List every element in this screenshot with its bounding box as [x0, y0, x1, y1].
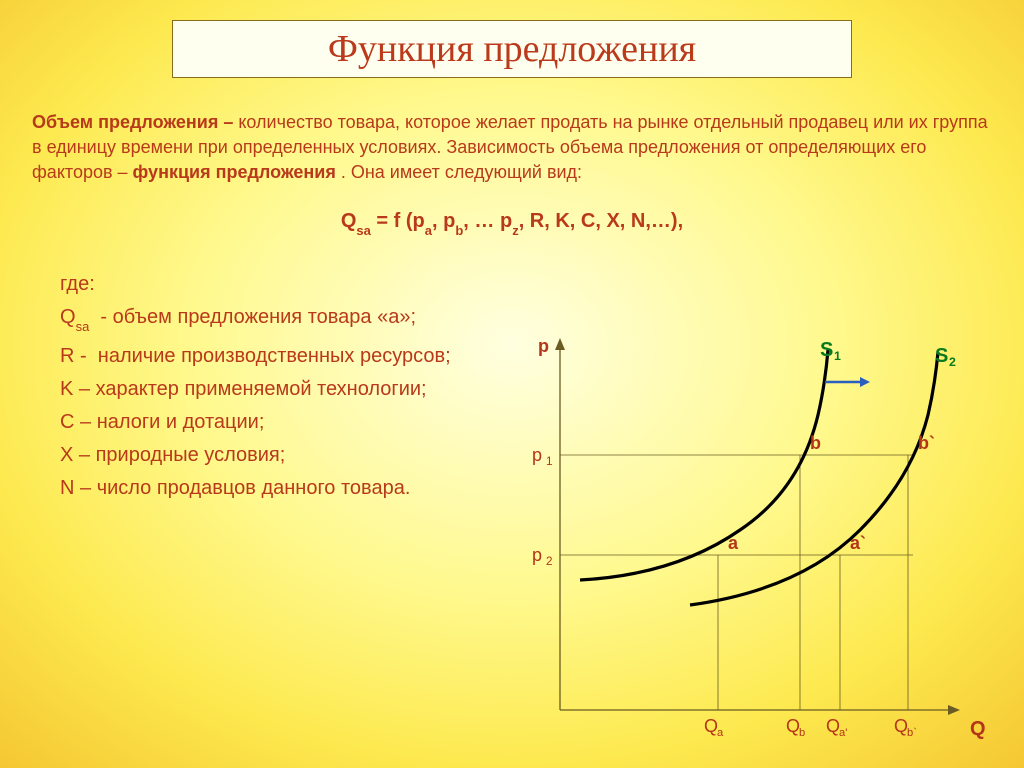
legend-block: где: Qsa - объем предложения товара «а»;…	[60, 268, 520, 505]
legend-item: C – налоги и дотации;	[60, 406, 520, 439]
term-supply-volume: Объем предложения –	[32, 112, 233, 132]
svg-text:1: 1	[834, 349, 841, 363]
intro-text-2: . Она имеет следующий вид:	[341, 162, 582, 182]
svg-text:S: S	[935, 345, 948, 367]
svg-text:2: 2	[546, 555, 553, 568]
svg-text:p: p	[538, 336, 549, 356]
svg-text:Q: Q	[894, 716, 908, 736]
page-title: Функция предложения	[328, 27, 696, 71]
svg-text:Q: Q	[704, 716, 718, 736]
title-box: Функция предложения	[172, 20, 852, 78]
svg-text:b: b	[799, 727, 805, 739]
svg-text:Q: Q	[786, 716, 800, 736]
legend-item: X – природные условия;	[60, 439, 520, 472]
legend-item: K – характер применяемой технологии;	[60, 373, 520, 406]
svg-text:a: a	[728, 533, 739, 553]
svg-text:Q: Q	[970, 718, 986, 740]
svg-text:Q: Q	[826, 716, 840, 736]
svg-text:p: p	[532, 445, 542, 465]
legend-where: где:	[60, 268, 520, 301]
term-supply-function: функция предложения	[133, 162, 336, 182]
svg-text:2: 2	[949, 355, 956, 369]
svg-text:p: p	[532, 545, 542, 565]
legend-item: Qsa - объем предложения товара «а»;	[60, 301, 520, 340]
svg-text:a`: a`	[850, 533, 866, 553]
formula: Qsa = f (pa, pb, … pz, R, K, C, X, N,…),	[0, 210, 1024, 235]
svg-text:b: b	[810, 433, 821, 453]
svg-text:a: a	[717, 727, 724, 739]
svg-text:1: 1	[546, 455, 553, 468]
svg-text:S: S	[820, 339, 833, 361]
svg-text:b`: b`	[918, 433, 935, 453]
svg-text:a': a'	[839, 727, 847, 739]
svg-text:b`: b`	[907, 727, 917, 739]
legend-item: N – число продавцов данного товара.	[60, 472, 520, 505]
legend-item: R - наличие производственных ресурсов;	[60, 340, 520, 373]
chart-svg: pQp1p2QaQbQa'Qb`S1abS2a`b`	[520, 330, 1000, 750]
intro-paragraph: Объем предложения – количество товара, к…	[32, 110, 992, 185]
supply-chart: pQp1p2QaQbQa'Qb`S1abS2a`b`	[520, 330, 1000, 750]
